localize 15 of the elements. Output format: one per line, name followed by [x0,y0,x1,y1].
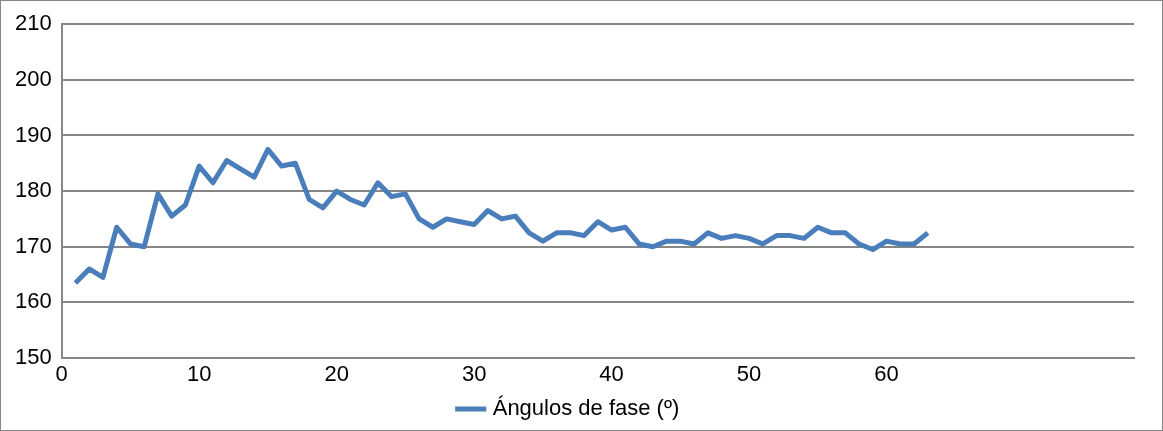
legend-label: Ángulos de fase (º) [492,395,680,421]
x-tick-label: 10 [186,361,212,387]
x-tick-label: 40 [599,361,624,387]
x-tick-label: 0 [55,361,68,387]
y-tick-label: 200 [14,65,52,91]
x-tick-label: 60 [874,361,899,387]
x-tick-label: 50 [736,361,762,387]
y-tick-label: 170 [14,232,52,258]
y-tick-label: 160 [14,288,52,314]
y-tick-label: 150 [14,344,52,370]
y-tick-label: 190 [14,121,52,147]
y-tick-label: 210 [14,10,52,36]
x-tick-label: 20 [324,361,349,387]
x-tick-label: 30 [461,361,487,387]
y-tick-label: 180 [14,177,52,203]
